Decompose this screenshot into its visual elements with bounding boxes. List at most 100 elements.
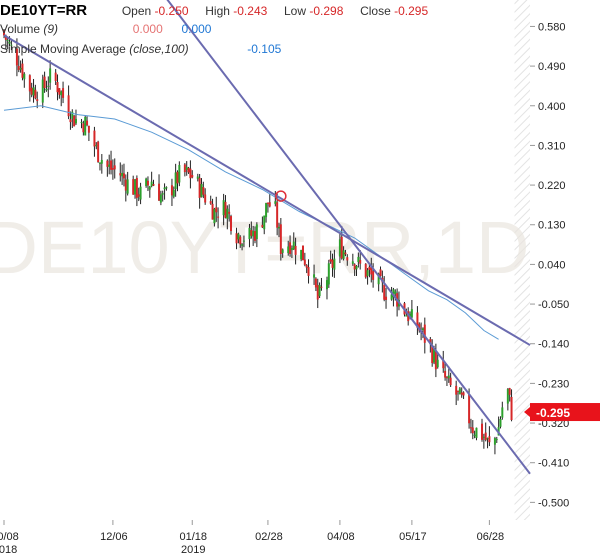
candle-body [320, 286, 323, 288]
y-tick-label: 0.220 [538, 180, 566, 192]
y-tick-label: 0.490 [538, 61, 566, 73]
close-value: -0.295 [394, 4, 429, 18]
candle-body [6, 39, 9, 41]
candle-body [47, 85, 50, 87]
candle-body [261, 224, 264, 228]
candle-body [458, 388, 461, 395]
candle-body [325, 280, 328, 290]
sma-label: Simple Moving Average [0, 42, 126, 56]
candle-body [394, 291, 397, 294]
candle-body [287, 246, 290, 254]
candle-body [429, 339, 432, 345]
candle-body [110, 160, 113, 170]
candle-body [242, 240, 245, 242]
candle-body [58, 88, 61, 95]
candle-body [21, 63, 24, 78]
x-tick-label: 02/28 [255, 531, 283, 543]
candle-body [455, 385, 458, 395]
candle-body [211, 203, 214, 220]
candle-body [239, 236, 242, 245]
candle-body [499, 419, 502, 427]
candle-body [366, 270, 369, 276]
candle-body [289, 242, 292, 255]
x-tick-label: 04/08 [327, 531, 355, 543]
volume-label: Volume [0, 22, 41, 36]
candle-body [106, 160, 109, 167]
point-marker[interactable] [275, 190, 287, 202]
candle-body [495, 439, 498, 441]
trendline-2[interactable] [161, 0, 531, 475]
candle-body [8, 41, 11, 44]
candle-body [305, 265, 308, 268]
high-label: High [205, 4, 230, 18]
candle-body [165, 187, 168, 189]
candle-body [475, 427, 478, 438]
candle-body [449, 377, 452, 386]
candle-body [122, 173, 125, 179]
candle-body [268, 202, 271, 207]
x-tick-label: 06/28 [477, 531, 505, 543]
candle-body [23, 73, 26, 80]
candle-body [19, 67, 22, 70]
candle-body [462, 392, 465, 396]
candle-body [95, 145, 98, 147]
candle-body [30, 88, 33, 95]
candle-body [390, 294, 393, 300]
candle-body [202, 187, 205, 195]
y-tick-label: -0.410 [538, 458, 569, 470]
candle-body [152, 184, 155, 186]
candle-body [174, 172, 177, 189]
volume-param: (9) [43, 22, 59, 36]
sma-line [3, 105, 499, 340]
candle-body [97, 141, 100, 163]
candle-body [473, 434, 476, 436]
candle-body [41, 79, 44, 103]
candle-body [248, 227, 251, 240]
candle-body [508, 388, 511, 395]
candle-body [333, 258, 336, 270]
candle-body [484, 432, 487, 441]
candle-body [196, 176, 199, 179]
candle-body [444, 370, 447, 378]
candle-body [313, 274, 316, 278]
candle-body [434, 350, 437, 370]
candle-body [255, 224, 258, 240]
candle-body [119, 173, 122, 176]
candle-body [161, 193, 164, 195]
candle-body [145, 178, 148, 187]
candle-body [316, 285, 319, 300]
candle-body [134, 179, 137, 195]
candle-body [423, 324, 426, 343]
candle-body [274, 201, 277, 204]
candle-body [191, 175, 194, 178]
volume-value-2: 0.000 [181, 22, 212, 36]
close-label: Close [360, 4, 391, 18]
candle-body [368, 266, 371, 270]
candle-body [265, 203, 268, 218]
candle-body [36, 99, 39, 102]
candle-body [506, 389, 509, 404]
x-tick-label: 01/18 [179, 531, 207, 543]
candle-body [482, 436, 485, 438]
candle-body [28, 75, 31, 92]
candle-body [460, 392, 463, 395]
candle-body [468, 394, 471, 424]
candle-body [10, 44, 13, 46]
candle-body [34, 89, 37, 99]
y-tick-label: 0.040 [538, 259, 566, 271]
candle-body [176, 171, 179, 184]
candle-body [383, 284, 386, 300]
candle-body [230, 216, 233, 232]
candle-body [510, 396, 513, 421]
candle-body [416, 312, 419, 328]
candle-body [60, 91, 63, 96]
candle-body [254, 231, 257, 241]
candle-body [292, 241, 295, 250]
candle-body [279, 224, 282, 255]
candle-body [303, 259, 306, 265]
trendline-1[interactable] [3, 34, 531, 346]
candle-body [222, 200, 225, 216]
candle-body [45, 88, 48, 91]
candle-body [224, 201, 227, 218]
